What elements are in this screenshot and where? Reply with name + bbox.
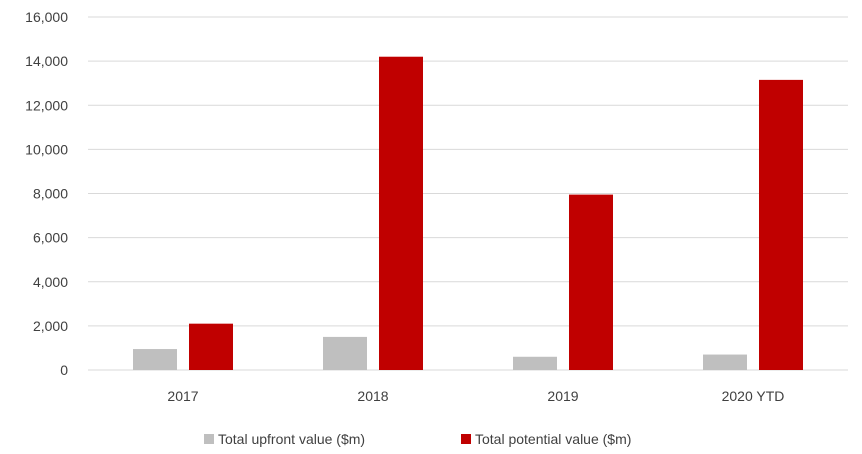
bar-potential-0 bbox=[189, 323, 233, 370]
x-tick-label: 2019 bbox=[547, 388, 578, 404]
y-tick-label: 14,000 bbox=[25, 53, 68, 69]
x-tick-label: 2017 bbox=[167, 388, 198, 404]
legend-swatch-potential bbox=[461, 434, 471, 444]
y-tick-label: 6,000 bbox=[33, 230, 68, 246]
y-tick-label: 12,000 bbox=[25, 97, 68, 113]
x-tick-label: 2018 bbox=[357, 388, 388, 404]
gridlines bbox=[88, 16, 848, 371]
y-tick-label: 10,000 bbox=[25, 141, 68, 157]
x-axis-tick-labels: 2017 2018 2019 2020 YTD bbox=[167, 388, 784, 404]
legend-swatch-upfront bbox=[204, 434, 214, 444]
bars bbox=[133, 56, 803, 371]
legend: Total upfront value ($m) Total potential … bbox=[204, 431, 631, 447]
y-tick-label: 8,000 bbox=[33, 186, 68, 202]
bar-potential-3 bbox=[759, 79, 803, 371]
y-tick-label: 4,000 bbox=[33, 274, 68, 290]
bar-upfront-0 bbox=[133, 349, 177, 370]
bar-upfront-2 bbox=[513, 356, 557, 370]
y-tick-label: 2,000 bbox=[33, 318, 68, 334]
bar-potential-2 bbox=[569, 194, 613, 370]
bar-potential-1 bbox=[379, 56, 423, 371]
y-tick-label: 0 bbox=[60, 362, 68, 378]
y-tick-label: 16,000 bbox=[25, 9, 68, 25]
legend-label-potential: Total potential value ($m) bbox=[475, 431, 631, 447]
bar-upfront-3 bbox=[703, 354, 747, 370]
legend-label-upfront: Total upfront value ($m) bbox=[218, 431, 365, 447]
bar-upfront-1 bbox=[323, 336, 367, 370]
x-tick-label: 2020 YTD bbox=[722, 388, 785, 404]
y-axis-tick-labels: 0 2,000 4,000 6,000 8,000 10,000 12,000 14,000 1… bbox=[25, 9, 68, 378]
